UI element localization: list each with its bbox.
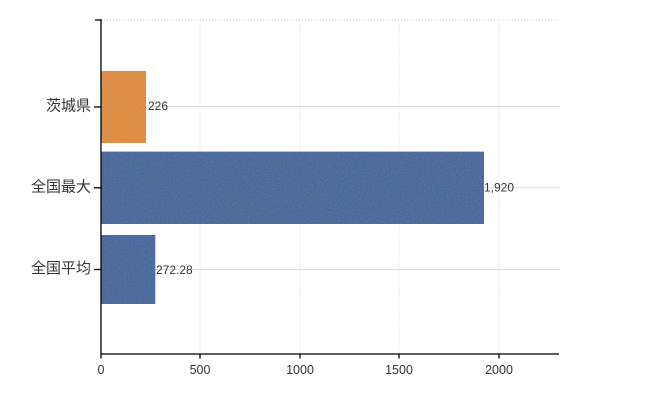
- svg-text:500: 500: [190, 363, 211, 377]
- svg-text:茨城県: 茨城県: [46, 98, 91, 115]
- svg-text:全国平均: 全国平均: [31, 259, 91, 277]
- svg-text:1000: 1000: [286, 363, 314, 377]
- svg-text:2000: 2000: [485, 363, 513, 377]
- svg-text:0: 0: [98, 363, 105, 377]
- svg-text:272.28: 272.28: [156, 263, 193, 277]
- svg-text:1500: 1500: [385, 363, 413, 377]
- svg-text:1,920: 1,920: [484, 180, 514, 194]
- svg-text:全国最大: 全国最大: [31, 177, 91, 195]
- svg-text:226: 226: [148, 99, 168, 113]
